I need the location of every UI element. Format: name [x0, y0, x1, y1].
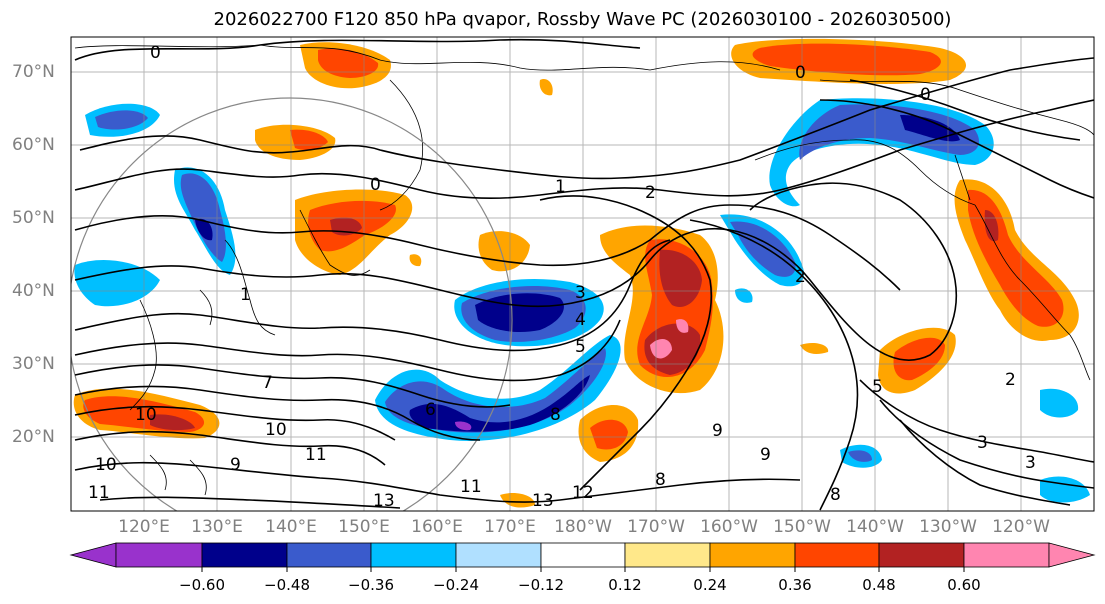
- colorbar-tick-label: 0.48: [862, 576, 896, 594]
- contour-label: 0: [795, 63, 806, 83]
- contour-label: 5: [575, 337, 586, 357]
- contour-label: 10: [95, 455, 117, 475]
- lon-label: 150°E: [338, 517, 390, 537]
- contour-label: 9: [760, 445, 771, 465]
- colorbar-segment: [624, 542, 711, 568]
- lon-label: 140°W: [846, 517, 904, 537]
- contour-label: 10: [135, 405, 157, 425]
- contour-label: 13: [373, 491, 395, 511]
- lon-label: 130°W: [919, 517, 977, 537]
- contour-label: 12: [572, 483, 594, 503]
- contour-label: 0: [920, 85, 931, 105]
- contour-label: 2: [1005, 370, 1016, 390]
- colorbar-tick-label: −0.60: [179, 576, 225, 594]
- influence-circle: [71, 97, 513, 511]
- contour-label: 8: [655, 470, 666, 490]
- colorbar-segment: [878, 542, 965, 568]
- map-frame: [70, 36, 1095, 512]
- lat-label: 70°N: [12, 62, 55, 82]
- lat-label: 40°N: [12, 281, 55, 301]
- contour-label: 1: [240, 285, 251, 305]
- colorbar-tick-label: 0.60: [947, 576, 981, 594]
- contour-label: 7: [262, 373, 273, 393]
- lon-label: 170°W: [627, 517, 685, 537]
- contour-label: 9: [230, 455, 241, 475]
- contour-label: 8: [550, 405, 561, 425]
- colorbar: [69, 542, 1096, 572]
- colorbar-segment: [1048, 542, 1096, 568]
- contour-label: 0: [150, 43, 161, 63]
- colorbar-tick-label: 0.24: [693, 576, 727, 594]
- contour-label: 13: [532, 491, 554, 511]
- lon-label: 180°W: [554, 517, 612, 537]
- colorbar-tick-label: −0.36: [348, 576, 394, 594]
- lat-label: 20°N: [12, 427, 55, 447]
- colorbar-segment: [69, 542, 117, 568]
- colorbar-segment: [286, 542, 372, 568]
- colorbar-tick-label: −0.12: [518, 576, 564, 594]
- colorbar-segment: [115, 542, 203, 568]
- lat-label: 30°N: [12, 354, 55, 374]
- contour-label: 1: [555, 177, 566, 197]
- colorbar-tick-label: 0.36: [778, 576, 812, 594]
- colorbar-segment: [963, 542, 1050, 568]
- lat-label: 50°N: [12, 208, 55, 228]
- contour-label: 5: [872, 377, 883, 397]
- contour-label: 3: [1025, 453, 1036, 473]
- lat-label: 60°N: [12, 135, 55, 155]
- contour-label: 0: [370, 175, 381, 195]
- lon-label: 120°W: [992, 517, 1050, 537]
- contour-label: 11: [460, 477, 482, 497]
- contour-label: 3: [575, 283, 586, 303]
- lon-label: 120°E: [118, 517, 170, 537]
- colorbar-segment: [455, 542, 542, 568]
- colorbar-segment: [794, 542, 880, 568]
- contour-label: 3: [977, 433, 988, 453]
- colorbar-segment: [370, 542, 457, 568]
- contour-label: 10: [265, 420, 287, 440]
- colorbar-tick-label: 0.12: [608, 576, 642, 594]
- contour-label: 11: [305, 445, 327, 465]
- contour-label: 11: [88, 483, 110, 503]
- anomaly-shading: [73, 38, 1090, 508]
- colorbar-segment: [201, 542, 288, 568]
- contour-label: 6: [425, 400, 436, 420]
- coastlines: [74, 44, 1094, 496]
- colorbar-segment: [540, 542, 626, 568]
- lon-label: 170°E: [484, 517, 536, 537]
- colorbar-tick-label: −0.24: [433, 576, 479, 594]
- colorbar-tick-label: −0.48: [264, 576, 310, 594]
- contour-label: 8: [830, 485, 841, 505]
- lon-label: 130°E: [191, 517, 243, 537]
- contour-label: 2: [795, 267, 806, 287]
- contour-label: 4: [575, 310, 586, 330]
- contour-labels: 0 0 0 0 1 2 1 2 3 4 5 5 6 7 8 9 10 10 11…: [88, 43, 1036, 511]
- lon-label: 160°W: [700, 517, 758, 537]
- contour-label: 9: [712, 421, 723, 441]
- graticule: [71, 37, 1094, 511]
- lon-label: 150°W: [773, 517, 831, 537]
- contour-label: 2: [645, 183, 656, 203]
- lon-label: 160°E: [411, 517, 463, 537]
- lon-label: 140°E: [265, 517, 317, 537]
- map-title: 2026022700 F120 850 hPa qvapor, Rossby W…: [213, 9, 952, 30]
- map-content: 0 0 0 0 1 2 1 2 3 4 5 5 6 7 8 9 10 10 11…: [71, 37, 1094, 511]
- colorbar-segment: [709, 542, 796, 568]
- contours: [74, 38, 1094, 511]
